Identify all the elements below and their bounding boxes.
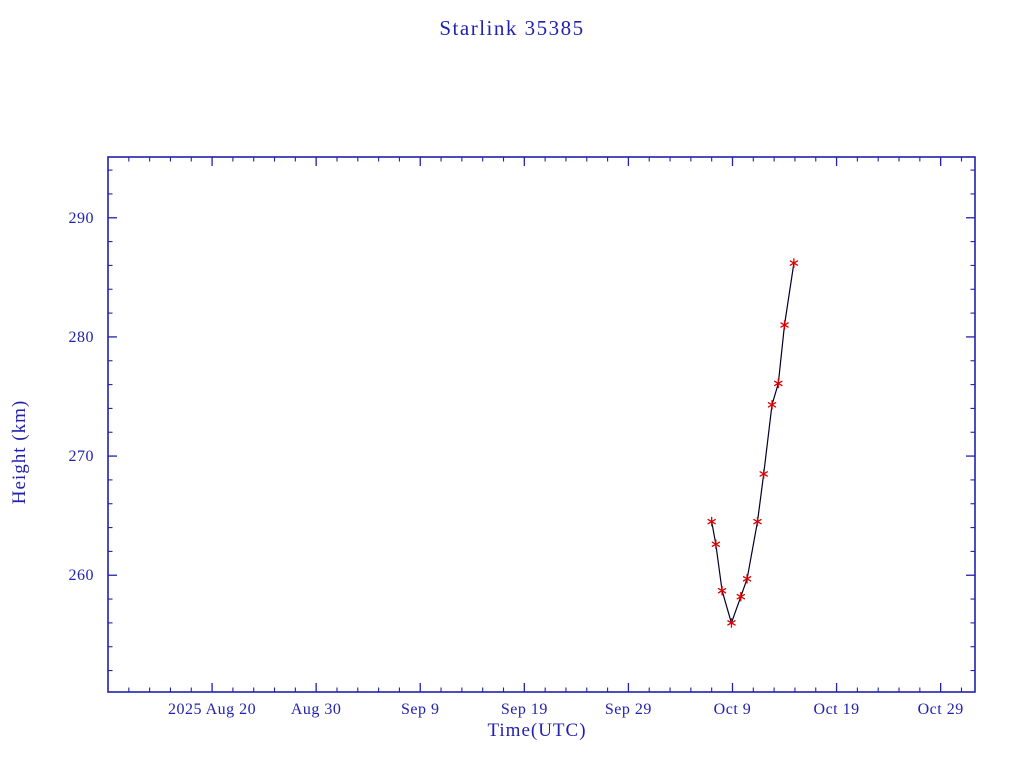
asterisk-stroke bbox=[717, 587, 727, 594]
x-tick-label: Sep 29 bbox=[605, 701, 652, 718]
asterisk-stroke bbox=[774, 380, 783, 387]
x-axis-label: Time(UTC) bbox=[487, 720, 587, 741]
asterisk-stroke bbox=[753, 518, 762, 525]
data-point-marker bbox=[767, 399, 777, 410]
x-tick-label: Oct 29 bbox=[918, 701, 964, 718]
data-point-marker bbox=[717, 585, 727, 596]
asterisk-stroke bbox=[736, 593, 746, 600]
y-tick-label: 290 bbox=[69, 210, 95, 227]
plot-frame bbox=[107, 156, 976, 693]
data-point-marker bbox=[742, 573, 752, 584]
data-point-marker bbox=[711, 539, 721, 550]
asterisk-stroke bbox=[742, 576, 752, 582]
data-point-marker bbox=[759, 469, 768, 479]
x-tick-label: Oct 19 bbox=[814, 701, 860, 718]
data-line bbox=[711, 262, 795, 624]
data-point-marker bbox=[727, 618, 736, 628]
asterisk-stroke bbox=[727, 620, 736, 626]
y-tick-label: 260 bbox=[69, 567, 95, 584]
asterisk-stroke bbox=[767, 402, 777, 408]
data-point-marker bbox=[780, 320, 789, 330]
asterisk-stroke bbox=[789, 260, 799, 266]
asterisk-stroke bbox=[780, 322, 789, 328]
data-point-marker bbox=[707, 516, 716, 527]
x-tick-label: 2025 Aug 20 bbox=[168, 701, 256, 718]
x-tick-label: Sep 19 bbox=[501, 701, 548, 718]
asterisk-stroke bbox=[707, 518, 716, 525]
asterisk-stroke bbox=[759, 471, 768, 477]
x-tick-label: Sep 9 bbox=[401, 701, 440, 718]
data-point-marker bbox=[753, 516, 762, 527]
y-tick-label: 280 bbox=[69, 329, 95, 346]
data-point-marker bbox=[774, 378, 783, 389]
y-tick-label: 270 bbox=[69, 448, 95, 465]
x-tick-label: Oct 9 bbox=[714, 701, 752, 718]
data-point-marker bbox=[789, 258, 799, 268]
asterisk-stroke bbox=[711, 541, 721, 547]
x-tick-label: Aug 30 bbox=[291, 701, 342, 718]
chart-title: Starlink 35385 bbox=[439, 16, 585, 40]
data-point-marker bbox=[736, 591, 746, 602]
